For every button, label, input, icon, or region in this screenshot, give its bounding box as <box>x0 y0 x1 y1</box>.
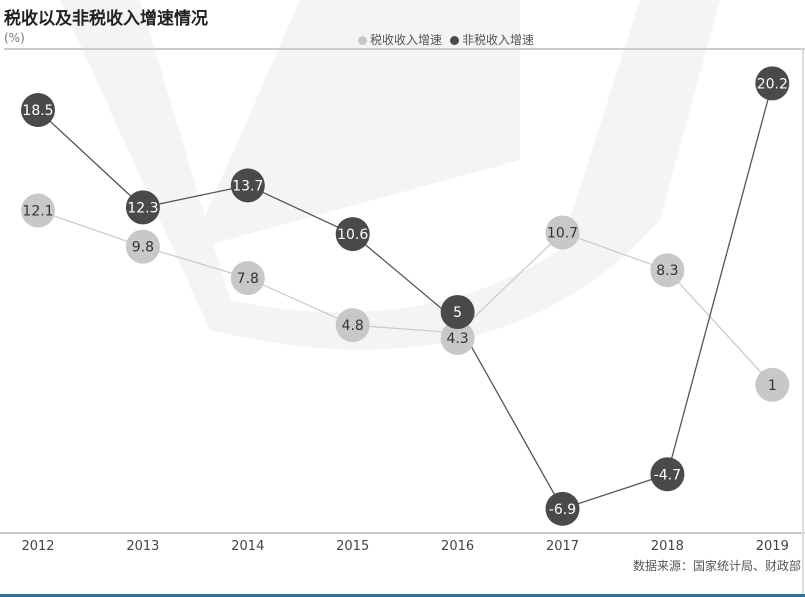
data-label: 13.7 <box>232 178 263 194</box>
data-label: -6.9 <box>549 502 576 518</box>
x-tick-label: 2016 <box>441 539 474 554</box>
data-label: 4.3 <box>446 331 468 347</box>
data-point <box>335 217 370 252</box>
data-point <box>230 261 265 296</box>
data-label: -4.7 <box>654 467 681 483</box>
data-label: 8.3 <box>656 263 678 279</box>
data-label: 12.1 <box>22 204 53 220</box>
data-label: 10.7 <box>547 226 578 242</box>
legend-dot <box>450 36 460 45</box>
data-point <box>125 229 160 264</box>
data-point <box>755 367 790 402</box>
data-point <box>21 193 55 228</box>
data-point <box>335 308 370 343</box>
legend: 税收收入增速 非税收入增速 <box>358 31 534 48</box>
series-points-1: 18.5 12.3 13.7 10.6 5 -6.9 -4.7 20.2 <box>21 66 790 526</box>
data-source: 数据来源：国家统计局、财政部 <box>632 559 801 573</box>
data-point <box>125 190 160 225</box>
data-label: 9.8 <box>132 240 154 256</box>
x-tick-label: 2017 <box>546 539 579 554</box>
data-point <box>21 93 55 128</box>
series-1 <box>37 83 773 510</box>
y-axis-unit: (%) <box>4 31 25 45</box>
data-point <box>650 457 685 492</box>
data-label: 4.8 <box>342 318 364 334</box>
x-tick-label: 2018 <box>651 539 684 554</box>
series-points-0: 12.1 9.8 7.8 4.8 4.3 10.7 8.3 1 <box>21 193 790 402</box>
legend-item-tax: 税收收入增速 <box>358 31 442 48</box>
bottom-rule <box>0 594 805 597</box>
data-point <box>230 168 265 203</box>
x-tick-label: 2014 <box>231 539 264 554</box>
data-label: 12.3 <box>127 200 158 216</box>
legend-item-nontax: 非税收入增速 <box>450 31 534 48</box>
chart-title: 税收以及非税收入增速情况 <box>4 9 208 29</box>
data-point <box>755 66 790 101</box>
data-label: 7.8 <box>237 271 259 287</box>
x-tick-label: 2013 <box>126 539 159 554</box>
data-label: 18.5 <box>22 103 53 119</box>
x-tick-label: 2015 <box>336 539 369 554</box>
data-label: 20.2 <box>757 76 788 92</box>
series-line <box>37 83 773 510</box>
x-tick-label: 2012 <box>21 539 54 554</box>
data-point <box>440 295 475 329</box>
watermark-logo <box>60 0 720 350</box>
x-tick-label: 2019 <box>756 539 789 554</box>
data-label: 1 <box>768 378 777 394</box>
data-label: 5 <box>453 305 462 321</box>
data-point <box>440 320 475 355</box>
data-point <box>650 253 685 288</box>
data-point <box>545 491 580 526</box>
data-point <box>545 215 580 250</box>
legend-label: 非税收入增速 <box>462 33 535 47</box>
series-line <box>37 209 773 386</box>
series-0 <box>37 209 773 386</box>
data-label: 10.6 <box>337 227 368 243</box>
legend-dot <box>358 36 367 45</box>
legend-label: 税收收入增速 <box>370 33 443 47</box>
